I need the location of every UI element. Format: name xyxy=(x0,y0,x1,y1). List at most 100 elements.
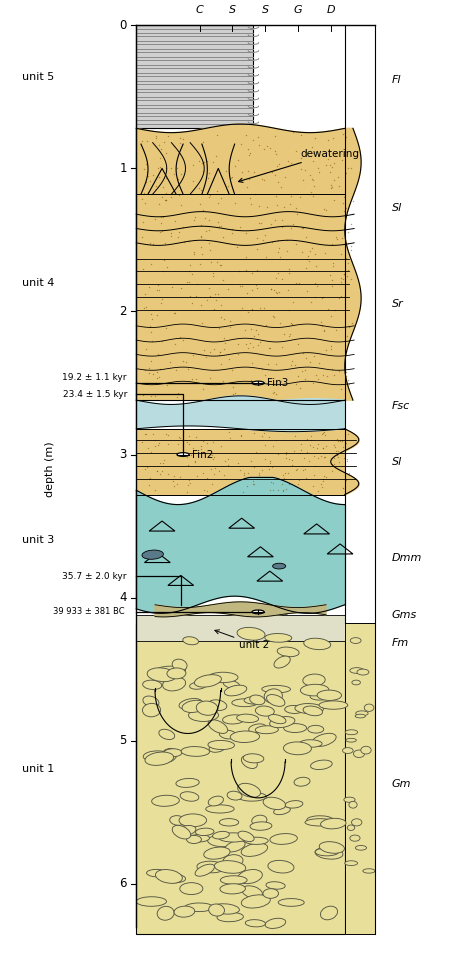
Point xyxy=(162,146,170,161)
Ellipse shape xyxy=(152,795,179,807)
Point xyxy=(310,479,317,494)
Point xyxy=(280,483,287,498)
Point xyxy=(266,455,274,470)
Point xyxy=(339,126,346,142)
Point xyxy=(233,240,240,255)
Point xyxy=(310,146,317,161)
Ellipse shape xyxy=(345,861,357,865)
Point xyxy=(197,228,205,243)
Point xyxy=(301,163,309,178)
Point xyxy=(292,144,300,159)
Ellipse shape xyxy=(209,904,225,916)
Text: 2: 2 xyxy=(119,305,127,318)
Ellipse shape xyxy=(208,835,236,847)
Point xyxy=(173,390,181,405)
Point xyxy=(290,444,297,459)
Ellipse shape xyxy=(252,815,267,826)
Point xyxy=(172,362,180,377)
Point xyxy=(296,445,303,461)
Point xyxy=(349,194,356,209)
Point xyxy=(211,460,219,475)
Point xyxy=(345,466,353,481)
Point xyxy=(151,432,159,447)
Point xyxy=(248,265,255,281)
Point xyxy=(283,481,290,496)
Ellipse shape xyxy=(219,833,248,842)
Point xyxy=(287,315,294,331)
Point xyxy=(262,249,270,264)
Ellipse shape xyxy=(208,700,227,711)
Point xyxy=(269,308,277,324)
Point xyxy=(247,196,255,212)
Point xyxy=(334,434,342,449)
Point xyxy=(234,152,242,168)
Point xyxy=(264,458,272,473)
Point xyxy=(308,432,315,447)
Point xyxy=(345,320,353,335)
Ellipse shape xyxy=(208,741,235,749)
Ellipse shape xyxy=(265,919,286,928)
Point xyxy=(285,265,293,281)
Point xyxy=(215,348,223,363)
Text: Fin1: Fin1 xyxy=(267,606,289,617)
Point xyxy=(172,336,179,352)
Ellipse shape xyxy=(195,864,214,877)
Ellipse shape xyxy=(320,818,346,829)
Point xyxy=(186,258,193,273)
Ellipse shape xyxy=(264,689,283,703)
Point xyxy=(284,466,292,481)
Point xyxy=(155,369,163,384)
Point xyxy=(161,235,168,250)
Point xyxy=(257,216,264,231)
Ellipse shape xyxy=(347,825,355,831)
Point xyxy=(303,284,310,299)
Point xyxy=(197,256,204,271)
Point xyxy=(174,230,182,245)
Point xyxy=(217,309,225,325)
Ellipse shape xyxy=(273,807,291,814)
Point xyxy=(143,460,151,475)
Point xyxy=(244,340,252,355)
Point xyxy=(259,233,267,248)
Point xyxy=(185,472,193,488)
Point xyxy=(189,173,196,189)
Ellipse shape xyxy=(146,870,167,877)
Point xyxy=(250,329,258,344)
Point xyxy=(278,179,285,194)
Ellipse shape xyxy=(179,698,202,709)
Text: 4: 4 xyxy=(119,591,127,604)
Point xyxy=(339,481,347,496)
Point xyxy=(216,321,223,336)
Point xyxy=(182,432,190,447)
Point xyxy=(207,376,215,391)
Point xyxy=(184,478,191,493)
Point xyxy=(285,262,293,277)
Point xyxy=(312,459,319,474)
Point xyxy=(142,286,149,302)
Point xyxy=(177,281,185,296)
Ellipse shape xyxy=(179,814,207,827)
Ellipse shape xyxy=(355,715,365,718)
Text: S: S xyxy=(229,6,236,15)
Ellipse shape xyxy=(143,703,161,717)
Point xyxy=(286,327,293,342)
Point xyxy=(172,445,180,461)
Text: D: D xyxy=(327,6,335,15)
Polygon shape xyxy=(137,477,345,613)
Point xyxy=(156,467,164,482)
Point xyxy=(309,172,317,188)
Point xyxy=(345,376,353,392)
Text: Sl: Sl xyxy=(392,457,402,467)
Point xyxy=(250,164,258,179)
Point xyxy=(269,475,276,490)
Point xyxy=(307,429,315,445)
Text: unit 5: unit 5 xyxy=(21,72,54,81)
Point xyxy=(204,154,211,170)
Point xyxy=(330,367,338,382)
Point xyxy=(287,196,294,212)
Point xyxy=(256,335,264,351)
Point xyxy=(188,371,195,386)
Point xyxy=(250,460,257,475)
Point xyxy=(327,267,334,283)
Ellipse shape xyxy=(303,674,325,686)
